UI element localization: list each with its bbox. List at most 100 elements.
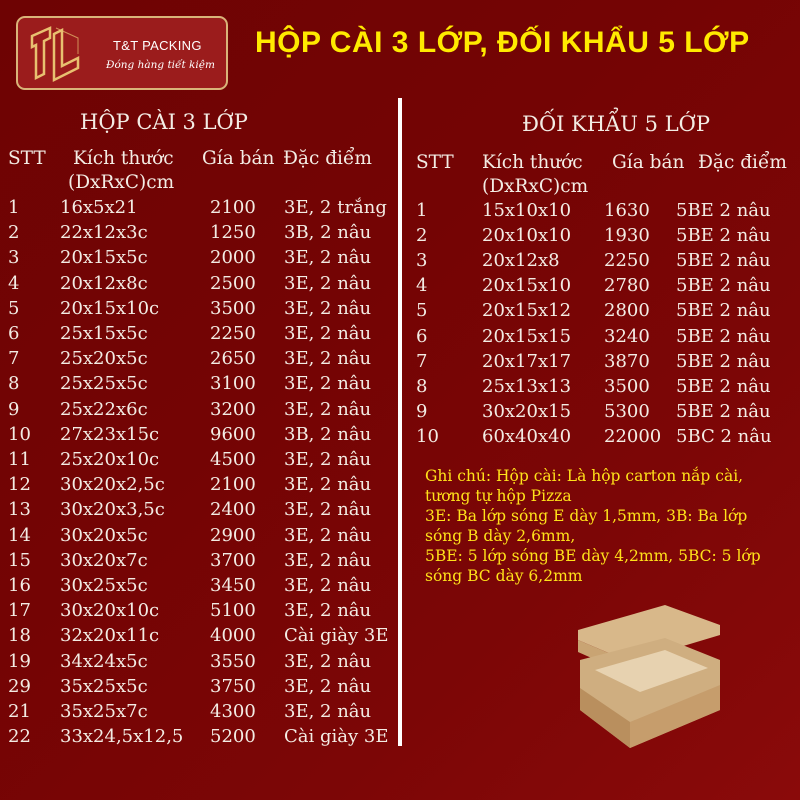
row-stt: 1 bbox=[416, 200, 428, 221]
brand-name: T&T PACKING bbox=[113, 38, 202, 53]
row-size: 35x25x7c bbox=[60, 701, 148, 722]
row-price: 2100 bbox=[210, 197, 256, 218]
row-price: 3750 bbox=[210, 675, 256, 697]
row-size: 25x15x5c bbox=[60, 323, 148, 344]
row-price: 2900 bbox=[210, 524, 256, 546]
row-stt: 18 bbox=[8, 625, 31, 647]
row-price: 2400 bbox=[210, 499, 256, 521]
row-stt: 2 bbox=[416, 225, 428, 247]
row-size: 20x15x5c bbox=[60, 247, 148, 269]
row-size: 60x40x40 bbox=[482, 425, 572, 447]
row-feature: 3E, 2 nâu bbox=[284, 449, 372, 470]
row-feature: 5BE 2 nâu bbox=[676, 375, 771, 397]
row-stt: 5 bbox=[8, 297, 20, 319]
row-price: 3200 bbox=[210, 398, 256, 420]
row-size: 25x22x6c bbox=[60, 398, 148, 420]
row-stt: 11 bbox=[8, 449, 31, 470]
row-stt: 4 bbox=[8, 272, 20, 294]
row-size: 33x24,5x12,5 bbox=[60, 726, 184, 748]
right-header-feature: Đặc điểm bbox=[698, 152, 787, 173]
row-price: 3500 bbox=[604, 375, 650, 397]
row-size: 32x20x11c bbox=[60, 625, 160, 647]
row-price: 4300 bbox=[210, 701, 256, 722]
row-price: 2500 bbox=[210, 272, 256, 294]
row-feature: 5BC 2 nâu bbox=[676, 425, 772, 447]
row-size: 27x23x15c bbox=[60, 423, 160, 445]
row-feature: 3E, 2 nâu bbox=[284, 499, 372, 521]
row-feature: 3E, 2 nâu bbox=[284, 474, 372, 496]
row-stt: 14 bbox=[8, 524, 31, 546]
row-price: 5200 bbox=[210, 726, 256, 748]
row-feature: 3B, 2 nâu bbox=[284, 222, 372, 244]
row-feature: 5BE 2 nâu bbox=[676, 350, 771, 372]
row-feature: 3E, 2 nâu bbox=[284, 549, 372, 571]
row-feature: 3E, 2 nâu bbox=[284, 247, 372, 269]
note-line: Ghi chú: Hộp cài: Là hộp carton nắp cài, bbox=[425, 467, 744, 485]
row-feature: 5BE 2 nâu bbox=[676, 275, 771, 297]
row-feature: 3E, 2 nâu bbox=[284, 398, 372, 420]
row-size: 20x15x10c bbox=[60, 297, 160, 319]
note-line: tương tự hộp Pizza bbox=[425, 487, 572, 505]
row-feature: 3E, 2 nâu bbox=[284, 600, 372, 622]
row-size: 16x5x21 bbox=[60, 197, 138, 218]
row-feature: Cài giày 3E bbox=[284, 726, 389, 748]
row-stt: 3 bbox=[416, 250, 428, 272]
row-stt: 1 bbox=[8, 197, 20, 218]
row-price: 3870 bbox=[604, 350, 650, 372]
row-size: 30x25x5c bbox=[60, 575, 148, 596]
row-stt: 12 bbox=[8, 474, 31, 496]
row-price: 2780 bbox=[604, 275, 650, 297]
row-feature: 3E, 2 nâu bbox=[284, 297, 372, 319]
row-size: 30x20x2,5c bbox=[60, 474, 165, 496]
right-header-size-unit: (DxRxC)cm bbox=[482, 176, 589, 197]
row-feature: 3E, 2 nâu bbox=[284, 675, 372, 697]
row-size: 15x10x10 bbox=[482, 200, 572, 221]
row-feature: 3E, 2 nâu bbox=[284, 650, 372, 672]
row-feature: 3E, 2 nâu bbox=[284, 701, 372, 722]
row-stt: 5 bbox=[416, 300, 428, 322]
row-stt: 7 bbox=[8, 348, 20, 370]
row-price: 2650 bbox=[210, 348, 256, 370]
brand-logo: T&T PACKING Đóng hàng tiết kiệm bbox=[16, 16, 228, 90]
row-stt: 9 bbox=[416, 400, 428, 422]
row-stt: 15 bbox=[8, 549, 31, 571]
row-feature: 3E, 2 nâu bbox=[284, 272, 372, 294]
row-feature: 5BE 2 nâu bbox=[676, 200, 771, 221]
row-feature: 3B, 2 nâu bbox=[284, 423, 372, 445]
row-stt: 6 bbox=[416, 325, 428, 347]
row-size: 22x12x3c bbox=[60, 222, 148, 244]
row-stt: 16 bbox=[8, 575, 31, 596]
left-header-size: Kích thước bbox=[73, 148, 174, 169]
row-price: 1930 bbox=[604, 225, 650, 247]
right-header-size: Kích thước bbox=[482, 152, 583, 173]
row-feature: 3E, 2 nâu bbox=[284, 524, 372, 546]
right-header-stt: STT bbox=[416, 152, 454, 173]
row-stt: 13 bbox=[8, 499, 31, 521]
row-feature: 5BE 2 nâu bbox=[676, 300, 771, 322]
row-size: 20x15x15 bbox=[482, 325, 572, 347]
right-header-price: Gía bán bbox=[612, 152, 685, 173]
row-feature: 5BE 2 nâu bbox=[676, 325, 771, 347]
row-size: 25x13x13 bbox=[482, 375, 572, 397]
row-stt: 21 bbox=[8, 701, 31, 722]
row-stt: 19 bbox=[8, 650, 31, 672]
row-size: 25x20x10c bbox=[60, 449, 160, 470]
row-price: 2800 bbox=[604, 300, 650, 322]
row-feature: 3E, 2 nâu bbox=[284, 348, 372, 370]
row-size: 30x20x10c bbox=[60, 600, 160, 622]
row-price: 4500 bbox=[210, 449, 256, 470]
row-price: 1630 bbox=[604, 200, 650, 221]
row-size: 20x12x8c bbox=[60, 272, 148, 294]
row-price: 3700 bbox=[210, 549, 256, 571]
row-price: 3100 bbox=[210, 373, 256, 395]
note-line: 3E: Ba lớp sóng E dày 1,5mm, 3B: Ba lớp bbox=[425, 507, 748, 525]
left-header-stt: STT bbox=[8, 148, 46, 169]
row-stt: 29 bbox=[8, 675, 31, 697]
row-price: 3550 bbox=[210, 650, 256, 672]
left-section-title: HỘP CÀI 3 LỚP bbox=[80, 110, 248, 134]
row-price: 1250 bbox=[210, 222, 256, 244]
row-size: 30x20x7c bbox=[60, 549, 148, 571]
row-size: 20x17x17 bbox=[482, 350, 572, 372]
carton-box-image bbox=[578, 605, 720, 748]
row-feature: 5BE 2 nâu bbox=[676, 225, 771, 247]
